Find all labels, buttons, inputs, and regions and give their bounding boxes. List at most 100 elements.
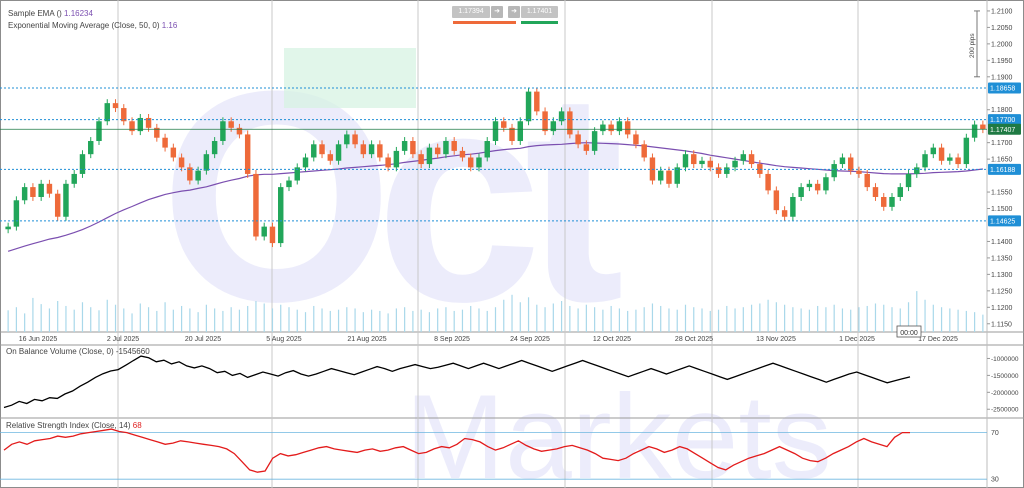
- volume-bar: [866, 305, 868, 332]
- candle-body: [236, 127, 243, 135]
- candle-body: [806, 183, 813, 188]
- candle-body: [302, 157, 309, 168]
- candle-body: [484, 141, 490, 158]
- volume-bar: [354, 308, 356, 332]
- volume-bar: [65, 305, 67, 332]
- buy-arrow-icon[interactable]: ➜: [508, 6, 520, 18]
- volume-bar: [750, 304, 753, 332]
- volume-bar: [412, 310, 414, 332]
- candle-body: [311, 144, 317, 158]
- obv-tick-label: -1500000: [991, 373, 1019, 380]
- volume-bar: [255, 301, 257, 332]
- candle-body: [575, 134, 581, 145]
- y-tick-label: 1.1300: [991, 272, 1013, 279]
- volume-bar: [304, 312, 307, 332]
- candle-body: [434, 147, 441, 155]
- volume-bar: [205, 304, 207, 332]
- buy-button[interactable]: 1.17401: [521, 6, 558, 18]
- volume-bar: [445, 307, 447, 332]
- volume-bar: [651, 303, 654, 332]
- volume-bar: [247, 305, 249, 332]
- volume-bar: [833, 304, 835, 332]
- volume-bar: [544, 307, 546, 332]
- candle-body: [476, 157, 482, 168]
- candle-body: [591, 131, 598, 151]
- volume-bar: [437, 308, 439, 332]
- y-tick-label: 1.1700: [991, 140, 1013, 147]
- candle-body: [54, 193, 61, 217]
- candle-body: [393, 150, 400, 168]
- volume-bar: [693, 307, 695, 332]
- price-level-label: 1.17700: [990, 117, 1015, 124]
- volume-bar: [362, 312, 364, 332]
- candle-body: [831, 164, 837, 178]
- candle-body: [79, 154, 86, 174]
- volume-bar: [57, 301, 59, 332]
- candle-body: [724, 167, 730, 174]
- candle-body: [534, 91, 540, 112]
- candle-body: [740, 154, 747, 161]
- sell-spread-bar: [453, 21, 516, 24]
- volume-bar: [470, 305, 472, 332]
- time-cursor-tag: [896, 325, 922, 338]
- price-level-label: 1.14625: [990, 218, 1015, 225]
- candle-body: [410, 141, 416, 155]
- rsi-tick-label: 70: [991, 430, 999, 437]
- x-tick-label: 5 Aug 2025: [266, 336, 302, 343]
- x-tick-label: 13 Nov 2025: [756, 336, 796, 343]
- candle-body: [938, 147, 945, 161]
- candle-body: [187, 167, 193, 181]
- candle-body: [666, 170, 672, 184]
- candle-body: [426, 147, 433, 165]
- ema-legend: Exponential Moving Average (Close, 50, 0…: [8, 21, 177, 30]
- candle-body: [790, 196, 796, 217]
- candle-body: [567, 111, 573, 135]
- candle-body: [71, 173, 77, 184]
- price-level-label: 1.16188: [990, 167, 1015, 174]
- candle-body: [798, 187, 804, 197]
- volume-bar: [932, 304, 934, 332]
- volume-bar: [527, 297, 530, 332]
- volume-bar: [156, 310, 158, 332]
- y-tick-label: 1.1350: [991, 255, 1013, 262]
- volume-bar: [503, 299, 505, 332]
- candle-body: [492, 121, 499, 142]
- sell-button[interactable]: 1.17394: [452, 6, 490, 18]
- candle-body: [443, 141, 449, 155]
- candle-body: [46, 183, 53, 194]
- volume-bar: [478, 308, 480, 332]
- volume-bar: [15, 307, 17, 332]
- volume-bar: [461, 309, 464, 332]
- candle-body: [905, 173, 912, 188]
- x-tick-label: 21 Aug 2025: [347, 336, 386, 343]
- candle-body: [823, 177, 829, 191]
- y-tick-label: 1.1800: [991, 107, 1013, 114]
- volume-bar: [874, 303, 877, 332]
- volume-bar: [974, 312, 976, 332]
- obv-line: [3, 355, 911, 409]
- volume-bar: [594, 307, 596, 332]
- volume-bar: [949, 308, 951, 332]
- volume-bar: [709, 310, 711, 332]
- candle-body: [682, 154, 689, 168]
- obv-tick-label: -1000000: [991, 356, 1019, 363]
- candle-body: [137, 117, 144, 132]
- y-tick-label: 1.1200: [991, 305, 1013, 312]
- candle-body: [872, 187, 879, 197]
- volume-bar: [610, 305, 612, 332]
- candle-body: [542, 111, 548, 132]
- candle-body: [930, 147, 937, 155]
- candle-body: [203, 154, 210, 171]
- volume-bar: [379, 310, 381, 332]
- sell-arrow-icon[interactable]: ➜: [491, 6, 503, 18]
- volume-bar: [899, 308, 901, 332]
- candle-body: [980, 124, 986, 130]
- candle-body: [889, 196, 895, 207]
- volume-bar: [916, 291, 918, 332]
- volume-bar: [825, 307, 827, 332]
- volume-bar: [420, 309, 422, 332]
- volume-bar: [90, 307, 92, 332]
- candle-body: [657, 170, 664, 181]
- volume-bar: [189, 308, 191, 332]
